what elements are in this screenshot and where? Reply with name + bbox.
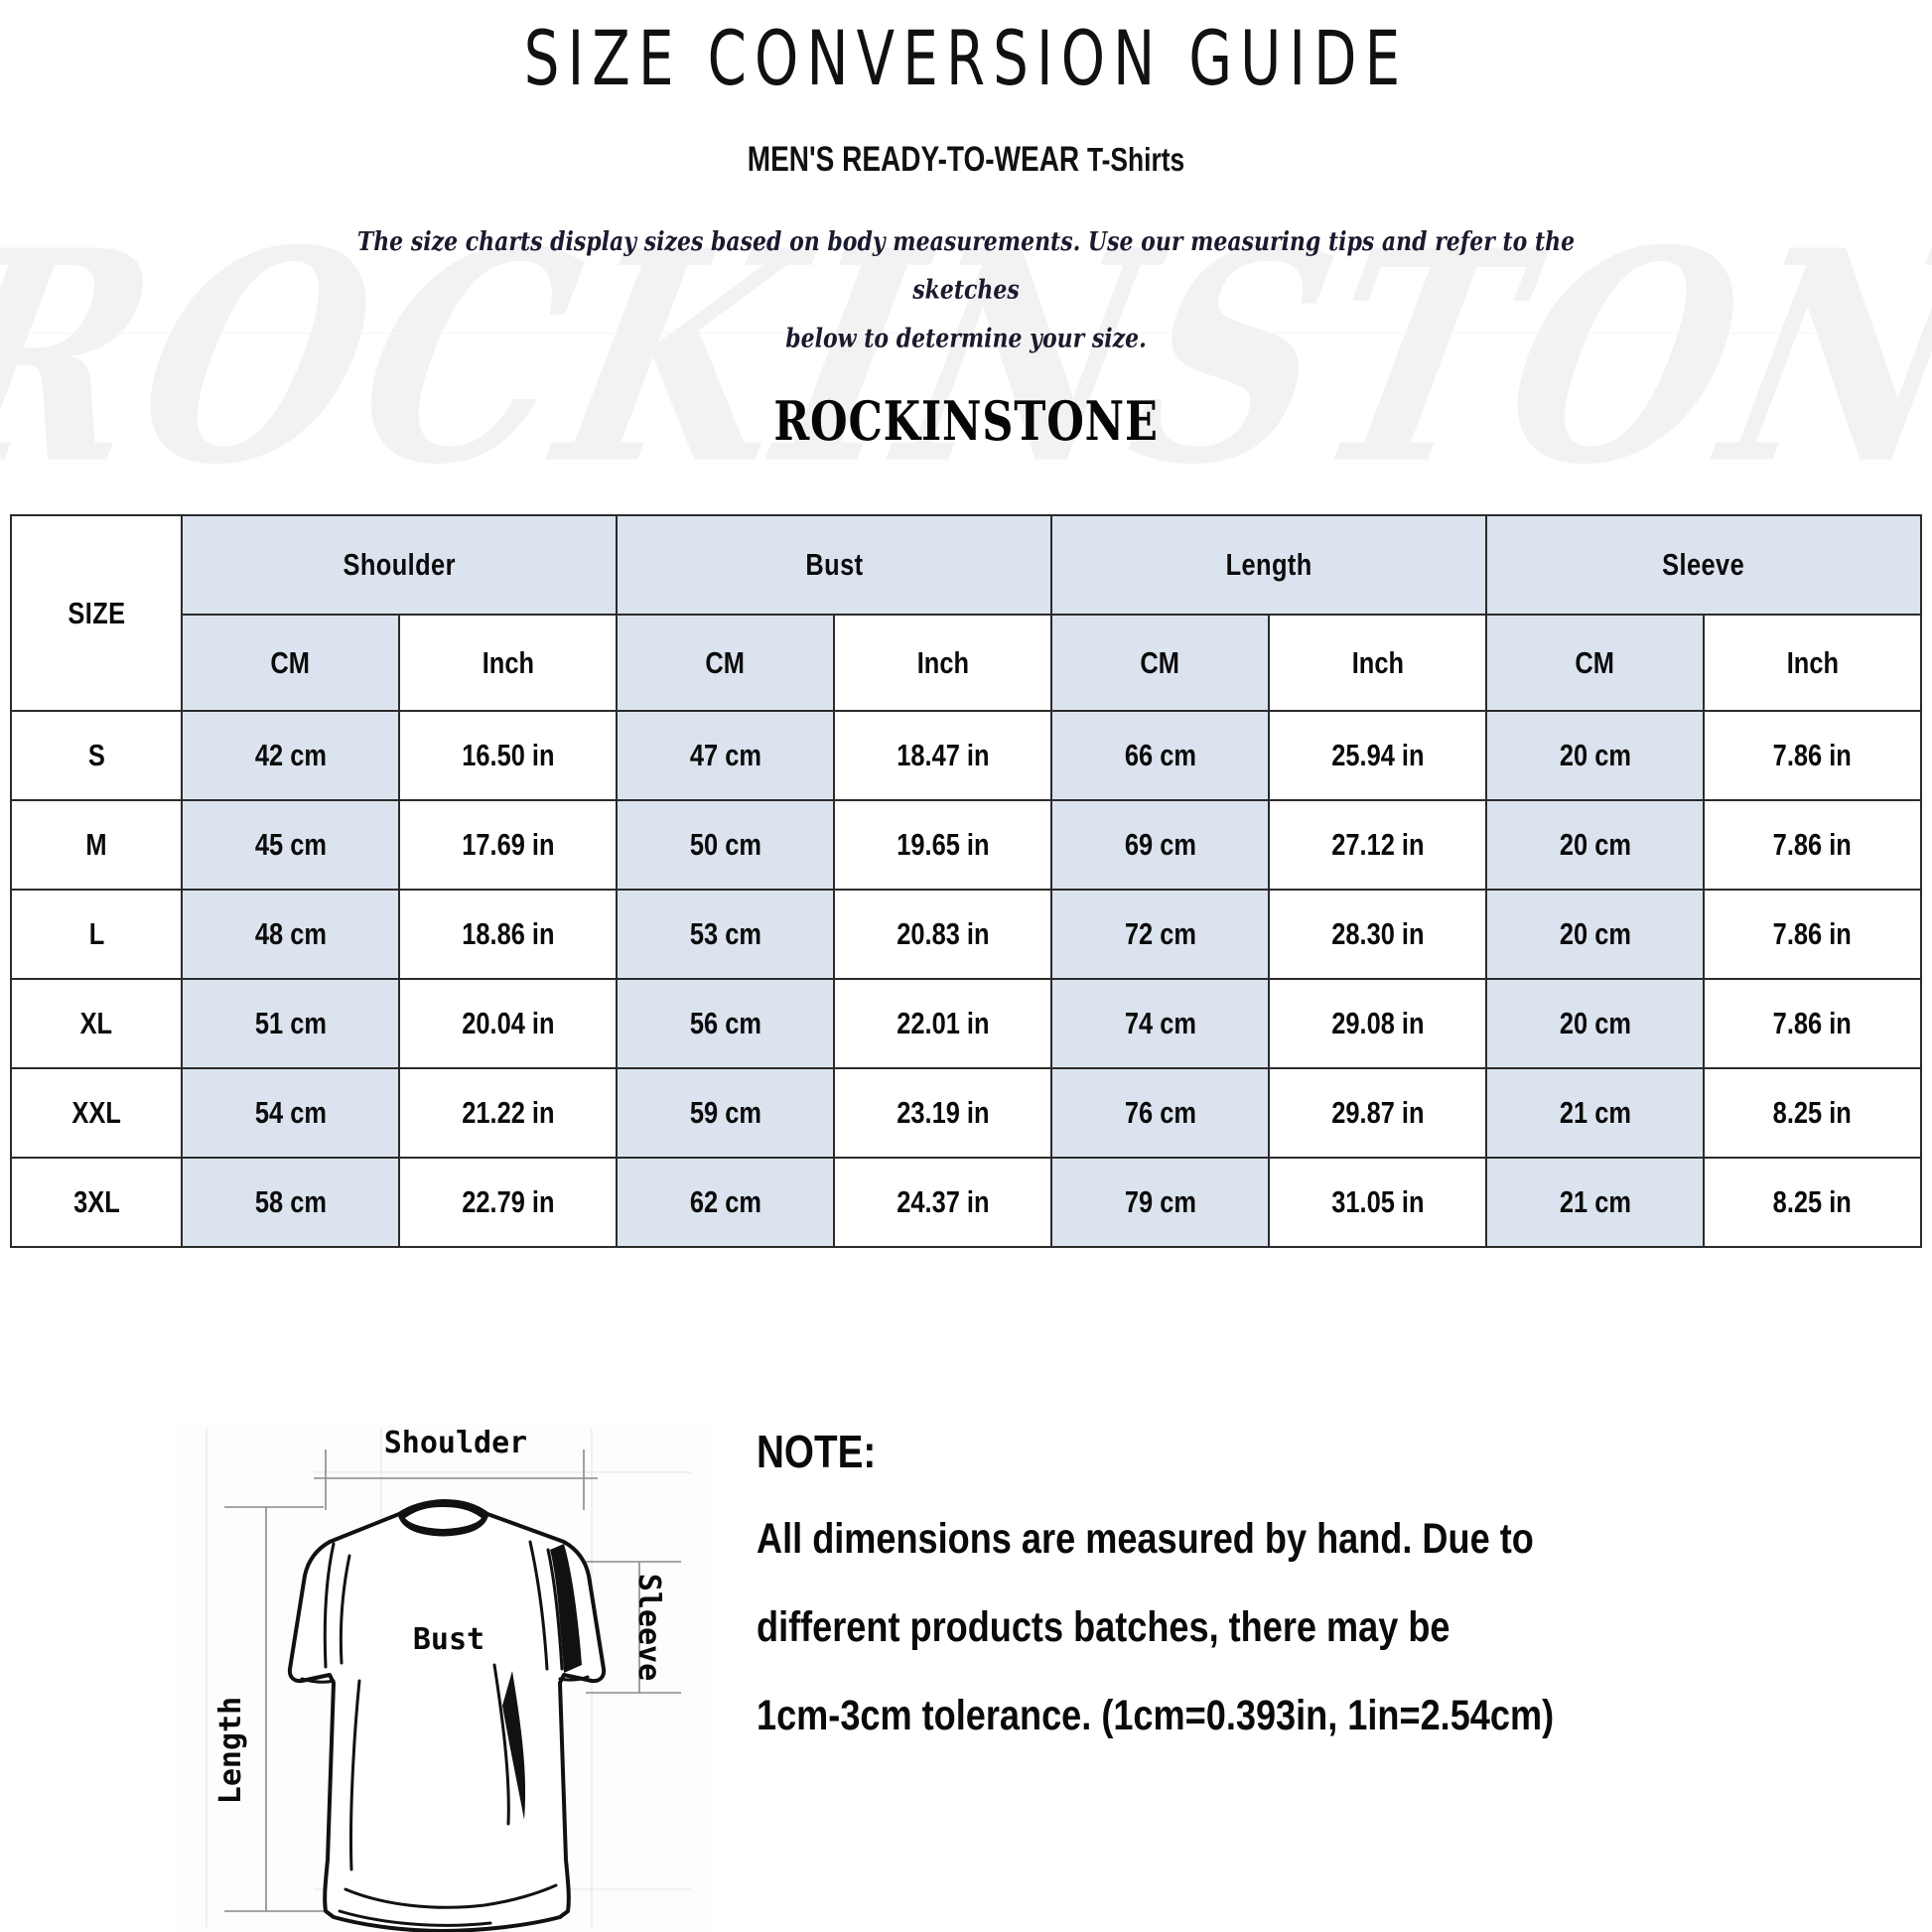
cell-length-cm: 79 cm (1050, 1157, 1271, 1248)
cell-sleeve-cm: 20 cm (1485, 889, 1706, 980)
size-table: SIZE Shoulder Bust Length Sleeve (10, 514, 1923, 1248)
bottom-section: Shoulder Bust Sleeve Length NOTE: All di… (0, 1415, 1932, 1932)
cell-shoulder-inch: 21.22 in (398, 1067, 618, 1159)
cell-shoulder-cm: 54 cm (181, 1067, 400, 1159)
brand-name: ROCKINSTONE (773, 388, 1159, 453)
cell-sleeve-cm: 20 cm (1485, 799, 1706, 891)
cell-bust-inch: 19.65 in (832, 799, 1053, 891)
tshirt-diagram: Shoulder Bust Sleeve Length (175, 1423, 711, 1932)
cell-bust-cm: 56 cm (616, 978, 835, 1069)
cell-shoulder-inch: 22.79 in (398, 1157, 618, 1248)
cell-shoulder-cm: 45 cm (181, 799, 400, 891)
row-size-label: 3XL (10, 1157, 183, 1248)
unit-sleeve-inch: Inch (1703, 614, 1923, 712)
unit-sleeve-cm: CM (1485, 614, 1706, 712)
cell-length-inch: 29.87 in (1268, 1067, 1488, 1159)
header-group-bust: Bust (615, 514, 1053, 616)
cell-shoulder-inch: 16.50 in (398, 710, 618, 801)
table-group-header-row: SIZE Shoulder Bust Length Sleeve (10, 514, 1923, 712)
cell-sleeve-inch: 7.86 in (1703, 710, 1923, 801)
note-block: NOTE: All dimensions are measured by han… (757, 1425, 1928, 1783)
cell-sleeve-inch: 8.25 in (1703, 1157, 1923, 1248)
table-unit-header-row: CM Inch CM Inch CM Inch CM Inch (11, 614, 1923, 712)
cell-sleeve-cm: 20 cm (1485, 710, 1706, 801)
subtitle-main: MEN'S READY-TO-WEAR (747, 140, 1080, 179)
page-title: SIZE CONVERSION GUIDE (523, 14, 1409, 102)
cell-length-cm: 66 cm (1050, 710, 1271, 801)
cell-sleeve-cm: 21 cm (1485, 1067, 1706, 1159)
unit-bust-cm: CM (616, 614, 835, 712)
cell-shoulder-cm: 51 cm (181, 978, 400, 1069)
cell-bust-cm: 47 cm (616, 710, 835, 801)
description-line-2: below to determine your size. (785, 323, 1147, 353)
header-group-sleeve: Sleeve (1485, 514, 1923, 616)
cell-length-cm: 72 cm (1050, 889, 1271, 980)
header-group-shoulder: Shoulder (181, 514, 618, 616)
note-line-2: different products batches, there may be (757, 1603, 1450, 1651)
description: The size charts display sizes based on b… (354, 218, 1578, 363)
header-group-length: Length (1050, 514, 1488, 616)
page-subtitle: MEN'S READY-TO-WEAR T-Shirts (194, 140, 1739, 180)
cell-bust-inch: 18.47 in (832, 710, 1053, 801)
row-size-label: S (10, 710, 183, 801)
size-table-wrapper: SIZE Shoulder Bust Length Sleeve (10, 514, 1923, 1248)
cell-sleeve-inch: 7.86 in (1703, 978, 1923, 1069)
cell-length-inch: 25.94 in (1268, 710, 1488, 801)
cell-sleeve-inch: 8.25 in (1703, 1067, 1923, 1159)
cell-shoulder-inch: 18.86 in (398, 889, 618, 980)
cell-length-cm: 69 cm (1050, 799, 1271, 891)
unit-bust-inch: Inch (832, 614, 1053, 712)
table-row: S 42 cm 16.50 in 47 cm 18.47 in 66 cm 25… (10, 710, 1923, 801)
cell-length-inch: 31.05 in (1268, 1157, 1488, 1248)
diagram-label-sleeve: Sleeve (631, 1574, 666, 1681)
table-row: XXL 54 cm 21.22 in 59 cm 23.19 in 76 cm … (10, 1067, 1923, 1159)
row-size-label: M (10, 799, 183, 891)
row-size-label: XL (10, 978, 183, 1069)
header-size: SIZE (10, 514, 183, 712)
diagram-label-bust: Bust (413, 1622, 484, 1657)
row-size-label: XXL (10, 1067, 183, 1159)
cell-shoulder-inch: 17.69 in (398, 799, 618, 891)
cell-length-cm: 76 cm (1050, 1067, 1271, 1159)
cell-length-inch: 29.08 in (1268, 978, 1488, 1069)
cell-shoulder-inch: 20.04 in (398, 978, 618, 1069)
unit-length-inch: Inch (1268, 614, 1488, 712)
description-line-1: The size charts display sizes based on b… (356, 225, 1576, 305)
cell-sleeve-cm: 20 cm (1485, 978, 1706, 1069)
cell-shoulder-cm: 58 cm (181, 1157, 400, 1248)
table-row: M 45 cm 17.69 in 50 cm 19.65 in 69 cm 27… (10, 799, 1923, 891)
note-line-3: 1cm-3cm tolerance. (1cm=0.393in, 1in=2.5… (757, 1692, 1555, 1739)
table-row: L 48 cm 18.86 in 53 cm 20.83 in 72 cm 28… (10, 889, 1923, 980)
cell-bust-inch: 24.37 in (832, 1157, 1053, 1248)
unit-shoulder-cm: CM (181, 614, 400, 712)
header-block: SIZE CONVERSION GUIDE MEN'S READY-TO-WEA… (0, 14, 1932, 453)
diagram-label-length: Length (213, 1697, 248, 1804)
unit-length-cm: CM (1050, 614, 1271, 712)
unit-shoulder-inch: Inch (398, 614, 618, 712)
cell-length-inch: 28.30 in (1268, 889, 1488, 980)
cell-sleeve-inch: 7.86 in (1703, 889, 1923, 980)
cell-bust-cm: 62 cm (616, 1157, 835, 1248)
cell-bust-cm: 53 cm (616, 889, 835, 980)
note-line-1: All dimensions are measured by hand. Due… (757, 1515, 1534, 1563)
diagram-label-shoulder: Shoulder (384, 1426, 528, 1460)
table-row: XL 51 cm 20.04 in 56 cm 22.01 in 74 cm 2… (10, 978, 1923, 1069)
cell-length-cm: 74 cm (1050, 978, 1271, 1069)
cell-bust-cm: 59 cm (616, 1067, 835, 1159)
cell-bust-inch: 22.01 in (832, 978, 1053, 1069)
cell-sleeve-cm: 21 cm (1485, 1157, 1706, 1248)
cell-sleeve-inch: 7.86 in (1703, 799, 1923, 891)
row-size-label: L (10, 889, 183, 980)
cell-bust-cm: 50 cm (616, 799, 835, 891)
cell-bust-inch: 20.83 in (832, 889, 1053, 980)
subtitle-product: T-Shirts (1086, 141, 1185, 178)
cell-shoulder-cm: 42 cm (181, 710, 400, 801)
cell-shoulder-cm: 48 cm (181, 889, 400, 980)
cell-length-inch: 27.12 in (1268, 799, 1488, 891)
cell-bust-inch: 23.19 in (832, 1067, 1053, 1159)
table-row: 3XL 58 cm 22.79 in 62 cm 24.37 in 79 cm … (10, 1157, 1923, 1248)
note-title: NOTE: (757, 1426, 877, 1477)
